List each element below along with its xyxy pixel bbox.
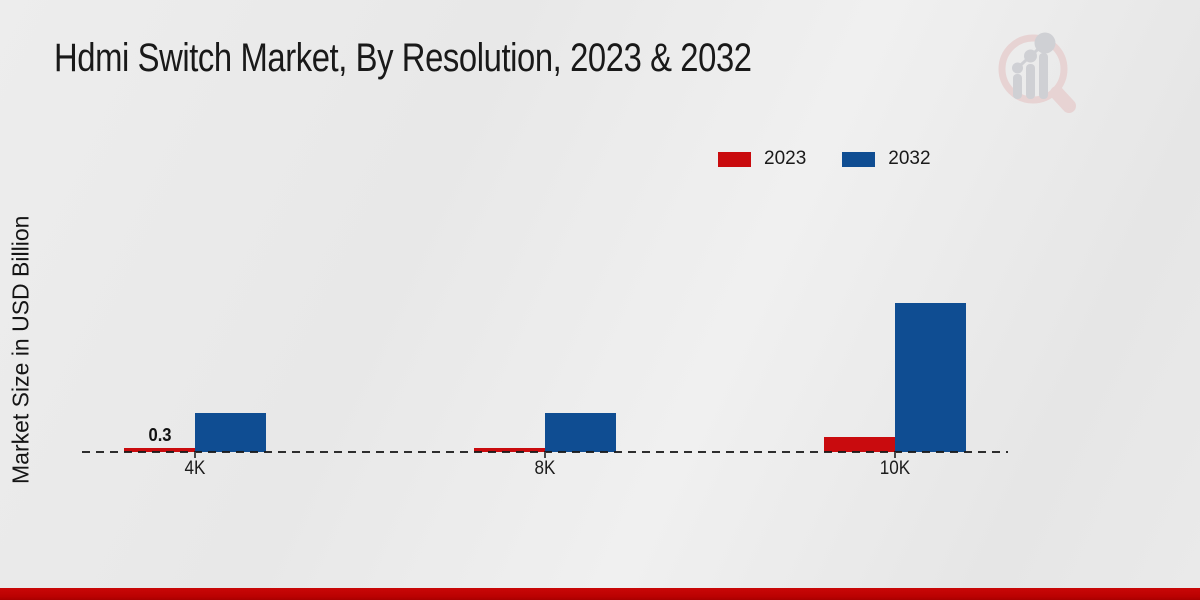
bar-2032-4k: [195, 413, 266, 452]
bar-2032-10k: [895, 303, 966, 452]
legend-swatch-2032: [842, 151, 876, 167]
x-tick-8k: [544, 452, 546, 458]
bar-2032-8k: [545, 413, 616, 452]
x-label-4k: 4K: [184, 458, 206, 479]
legend-label-2032: 2032: [888, 148, 931, 169]
chart-title: Hdmi Switch Market, By Resolution, 2023 …: [54, 36, 752, 80]
bar-2023-8k: [474, 448, 545, 452]
market-research-logo-watermark: [998, 32, 1076, 113]
legend-label-2023: 2023: [764, 148, 807, 169]
x-label-8k: 8K: [534, 458, 556, 479]
x-tick-4k: [194, 452, 196, 458]
bottom-accent-bar: [0, 588, 1200, 600]
bar-value-label: 0.3: [147, 425, 172, 445]
x-tick-10k: [894, 452, 896, 458]
legend-item-2032: 2032: [842, 148, 931, 170]
x-label-10k: 10K: [879, 458, 911, 479]
bar-2023-10k: [824, 437, 895, 452]
legend: 2023 2032: [718, 148, 931, 170]
legend-swatch-2023: [718, 151, 751, 167]
legend-item-2023: 2023: [718, 148, 806, 170]
bar-2023-4k: [124, 448, 195, 452]
magnifier-growth-chart-icon: [998, 32, 1076, 113]
